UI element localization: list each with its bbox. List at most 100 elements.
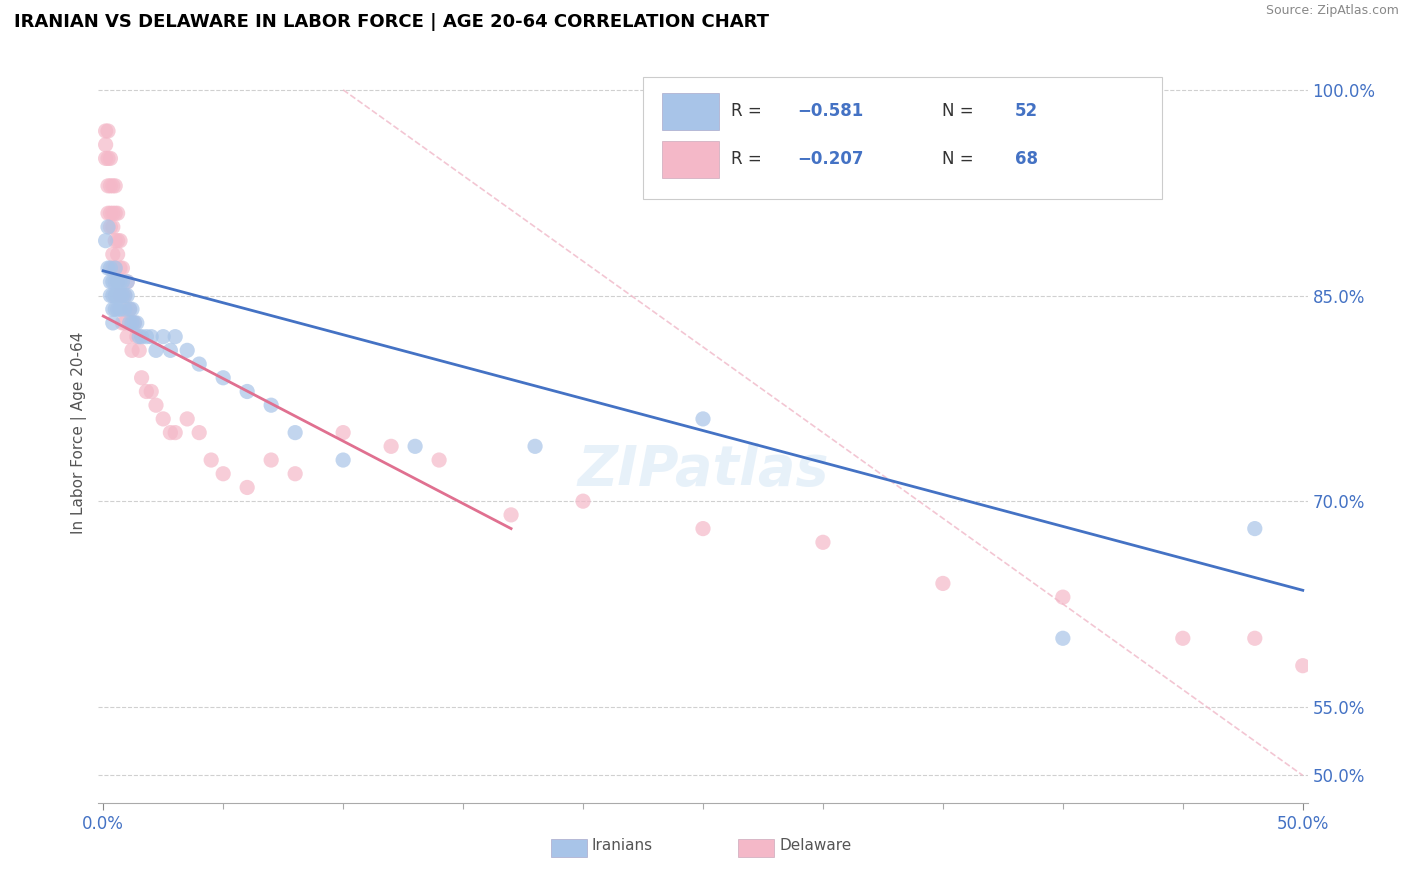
Point [94,152,117,166]
Point [1052,590,1074,604]
Point [1243,632,1265,646]
Point [115,275,138,289]
Point [104,261,127,276]
Point [115,275,138,289]
Point [811,535,834,549]
Point [1052,632,1074,646]
Point [107,302,129,317]
Point [104,302,127,317]
Point [332,453,354,467]
Point [108,275,131,289]
Point [118,302,141,317]
Point [131,371,153,385]
Point [107,288,129,302]
Point [111,288,134,302]
Point [94,124,117,138]
Point [101,302,124,317]
Point [111,275,134,289]
FancyBboxPatch shape [551,839,586,857]
Point [427,453,450,467]
Point [141,384,163,399]
Point [108,288,131,302]
Point [104,206,127,220]
Point [107,206,129,220]
Point [114,288,136,302]
Point [159,343,181,358]
Point [114,302,136,317]
Point [115,329,138,343]
Point [260,398,283,412]
Point [152,329,174,343]
Text: −0.581: −0.581 [797,102,863,120]
Point [1292,658,1315,673]
Text: N =: N = [942,102,980,120]
Point [101,219,124,234]
Text: ZIPatlas: ZIPatlas [578,442,828,497]
Text: N =: N = [942,150,980,168]
Point [284,425,307,440]
Point [104,234,127,248]
Point [111,316,134,330]
Point [176,343,198,358]
Point [100,275,122,289]
Point [128,329,150,343]
Point [108,261,131,276]
Point [100,152,122,166]
Point [125,329,148,343]
Point [97,152,120,166]
Point [121,302,143,317]
Point [115,302,138,317]
Point [97,206,120,220]
Point [101,316,124,330]
Point [124,316,146,330]
Point [212,371,235,385]
FancyBboxPatch shape [662,93,718,130]
Point [212,467,235,481]
Point [104,178,127,193]
Point [118,302,141,317]
Text: R =: R = [731,150,766,168]
Text: −0.207: −0.207 [797,150,863,168]
Point [114,316,136,330]
Point [121,343,143,358]
Point [260,453,283,467]
Point [108,288,131,302]
Point [135,384,157,399]
Point [101,275,124,289]
Point [115,288,138,302]
FancyBboxPatch shape [738,839,775,857]
Text: 52: 52 [1015,102,1038,120]
Point [104,275,127,289]
Point [100,206,122,220]
Point [114,288,136,302]
Text: 68: 68 [1015,150,1038,168]
Point [152,412,174,426]
Text: Iranians: Iranians [592,838,652,854]
Text: R =: R = [731,102,766,120]
Point [111,261,134,276]
Point [524,439,547,453]
Point [932,576,955,591]
Point [165,425,187,440]
Point [107,247,129,261]
Point [124,316,146,330]
Point [380,439,402,453]
Point [236,384,259,399]
Point [1171,632,1194,646]
Point [101,206,124,220]
Point [332,425,354,440]
Point [97,261,120,276]
Text: Source: ZipAtlas.com: Source: ZipAtlas.com [1265,4,1399,18]
Point [145,343,167,358]
Point [97,124,120,138]
Point [97,219,120,234]
Point [159,425,181,440]
Y-axis label: In Labor Force | Age 20-64: In Labor Force | Age 20-64 [72,332,87,533]
Point [101,288,124,302]
Point [104,288,127,302]
Point [100,178,122,193]
Point [131,329,153,343]
Point [135,329,157,343]
Point [128,343,150,358]
Point [104,288,127,302]
